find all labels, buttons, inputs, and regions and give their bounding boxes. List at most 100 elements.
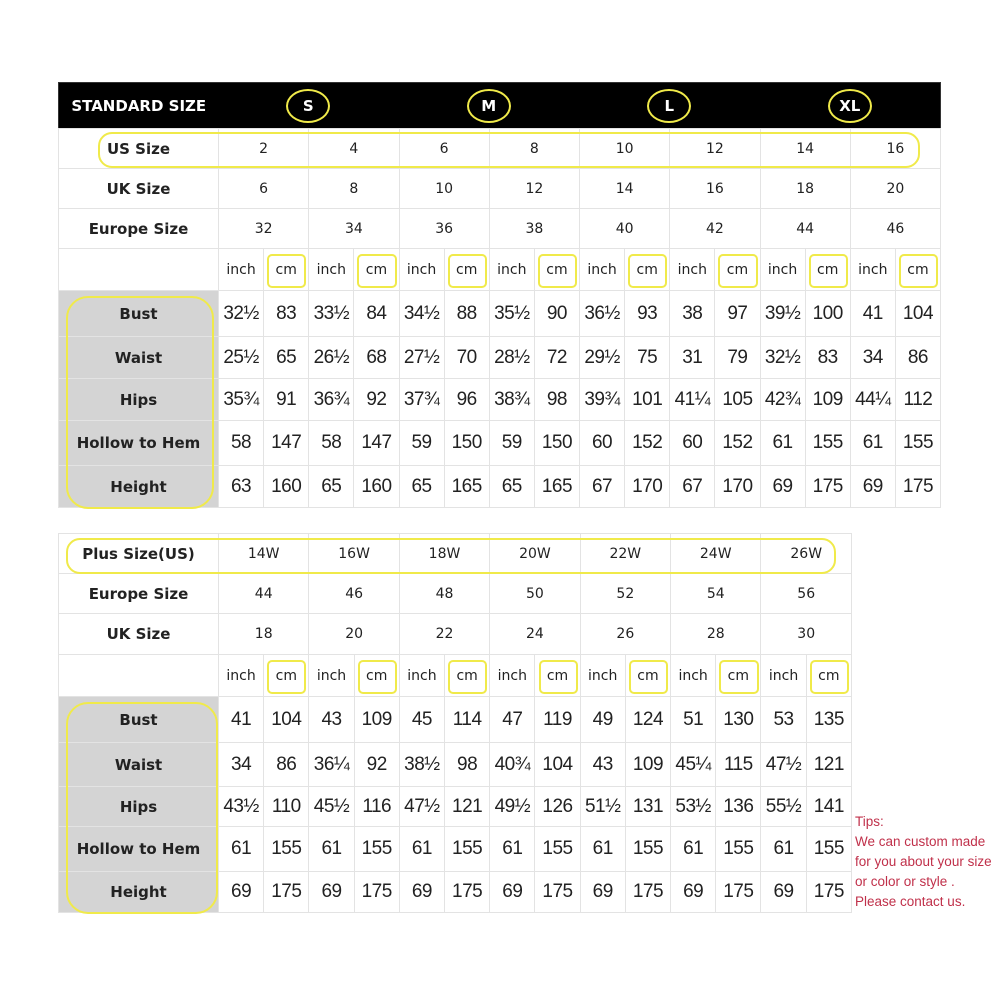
- measurement-cell: 47½: [760, 742, 807, 787]
- measurement-cell: 65: [263, 336, 310, 379]
- size-cell: 42: [669, 208, 761, 249]
- measurement-cell: 53: [760, 696, 807, 743]
- unit-cm: cm: [263, 248, 310, 291]
- size-cell: 12: [488, 168, 581, 209]
- size-cell: 20: [849, 168, 942, 209]
- measurement-cell: 65: [488, 465, 535, 508]
- size-cell: 40: [578, 208, 671, 249]
- measurement-cell: 104: [894, 290, 942, 337]
- measurement-cell: 32½: [217, 290, 265, 337]
- measurement-cell: 175: [263, 871, 310, 913]
- measurement-cell: 109: [804, 378, 851, 421]
- tips-line: We can custom made: [855, 834, 986, 849]
- unit-inch: inch: [398, 654, 446, 697]
- measurement-cell: 33½: [308, 290, 355, 337]
- size-group-l-circle: L: [647, 89, 692, 123]
- measurement-row: Bust 41 104 43 109 45 114 47 119 49 124 51 130 53 135: [58, 696, 853, 743]
- measurement-cell: 109: [353, 696, 400, 743]
- measurement-cell: 41: [849, 290, 896, 337]
- measurement-cell: 175: [624, 871, 672, 913]
- unit-inch: inch: [669, 248, 716, 291]
- measurement-cell: 69: [760, 871, 807, 913]
- measurement-cell: 130: [715, 696, 762, 743]
- measurement-row: Hollow to Hem 61 155 61 155 61 155 61 155 61 155 61…: [58, 826, 853, 872]
- measurement-cell: 61: [849, 420, 896, 466]
- measurement-label: Waist: [58, 336, 219, 379]
- tips-title: Tips:: [855, 814, 884, 829]
- unit-cm: cm: [533, 248, 581, 291]
- measurement-row: Waist 34 86 36¼ 92 38½ 98 40¾ 104 43 109 45¼ 115 47½ 1…: [58, 742, 853, 787]
- size-cell: 18W: [398, 533, 491, 574]
- measurement-cell: 141: [805, 786, 853, 827]
- measurement-cell: 115: [715, 742, 762, 787]
- measurement-cell: 35½: [488, 290, 535, 337]
- unit-cm: cm: [353, 248, 400, 291]
- measurement-cell: 109: [624, 742, 672, 787]
- measurement-cell: 121: [444, 786, 491, 827]
- measurement-cell: 150: [443, 420, 490, 466]
- size-cell: 10: [578, 128, 671, 169]
- measurement-cell: 116: [353, 786, 400, 827]
- measurement-cell: 155: [894, 420, 942, 466]
- measurement-cell: 28½: [488, 336, 535, 379]
- measurement-cell: 96: [443, 378, 490, 421]
- measurement-cell: 155: [715, 826, 762, 872]
- measurement-cell: 65: [398, 465, 445, 508]
- size-cell: 16: [669, 168, 761, 209]
- size-cell: 56: [760, 573, 852, 614]
- measurement-cell: 34: [217, 742, 265, 787]
- measurement-cell: 36¾: [308, 378, 355, 421]
- measurement-cell: 110: [263, 786, 310, 827]
- measurement-cell: 47½: [398, 786, 446, 827]
- size-cell: 52: [579, 573, 672, 614]
- unit-row: inch cm inch cm inch cm inch cm inch cm inch cm inch…: [58, 248, 942, 291]
- measurement-cell: 160: [263, 465, 310, 508]
- measurement-cell: 36½: [578, 290, 626, 337]
- measurement-cell: 59: [488, 420, 535, 466]
- size-cell: 26: [579, 613, 672, 655]
- size-row-label: UK Size: [58, 168, 219, 209]
- measurement-cell: 61: [308, 826, 355, 872]
- unit-inch: inch: [759, 248, 806, 291]
- standard-size-table: STANDARD SIZE US Size 2 4 6 8 10 12 14 16 UK Size 6…: [58, 82, 942, 508]
- measurement-cell: 69: [308, 871, 355, 913]
- size-cell: 44: [759, 208, 851, 249]
- measurement-cell: 105: [714, 378, 761, 421]
- measurement-cell: 160: [353, 465, 400, 508]
- measurement-cell: 42¾: [759, 378, 806, 421]
- measurement-cell: 97: [714, 290, 761, 337]
- measurement-row: Bust 32½ 83 33½ 84 34½ 88 35½ 90 36½ 93 38 97 39½ 100 4…: [58, 290, 942, 337]
- size-cell: 18: [759, 168, 851, 209]
- unit-inch: inch: [849, 248, 896, 291]
- size-cell: 10: [398, 168, 490, 209]
- measurement-cell: 69: [217, 871, 265, 913]
- measurement-cell: 45¼: [670, 742, 717, 787]
- size-row: Europe Size 44 46 48 50 52 54 56: [58, 573, 852, 614]
- unit-cm: cm: [624, 654, 672, 697]
- measurement-cell: 119: [534, 696, 581, 743]
- measurement-cell: 124: [624, 696, 672, 743]
- unit-inch: inch: [217, 654, 265, 697]
- measurement-cell: 69: [489, 871, 536, 913]
- measurement-cell: 61: [217, 826, 265, 872]
- tips-line: Please contact us.: [855, 894, 966, 909]
- size-cell: 30: [760, 613, 852, 655]
- size-row: Plus Size(US) 14W 16W 18W 20W 22W 24W 26W: [58, 533, 852, 574]
- size-cell: 44: [217, 573, 310, 614]
- tips-line: for you about your size: [855, 854, 992, 869]
- measurement-label: Height: [58, 465, 219, 508]
- measurement-cell: 91: [263, 378, 310, 421]
- unit-cm: cm: [263, 654, 310, 697]
- size-cell: 4: [308, 128, 400, 169]
- measurement-cell: 165: [443, 465, 490, 508]
- measurement-cell: 100: [804, 290, 851, 337]
- measurement-cell: 98: [533, 378, 581, 421]
- measurement-cell: 83: [263, 290, 310, 337]
- measurement-cell: 69: [579, 871, 626, 913]
- measurement-cell: 155: [263, 826, 310, 872]
- measurement-label: Hollow to Hem: [58, 826, 219, 872]
- size-cell: 6: [217, 168, 310, 209]
- measurement-cell: 90: [533, 290, 581, 337]
- measurement-cell: 58: [217, 420, 265, 466]
- standard-size-title: STANDARD SIZE: [58, 82, 219, 129]
